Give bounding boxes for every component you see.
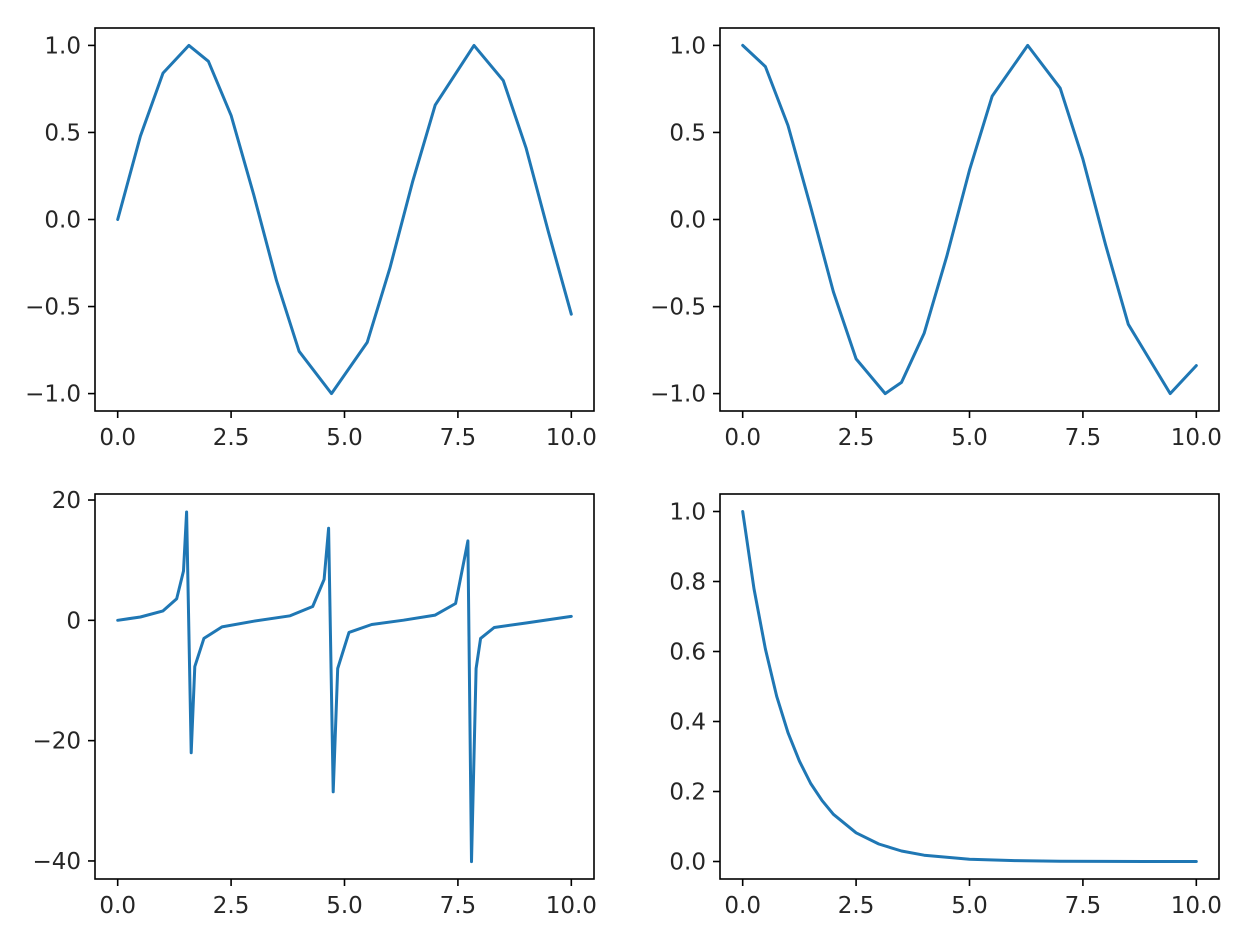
y-tick-label: 0.0 bbox=[669, 850, 706, 876]
x-tick-label: 5.0 bbox=[326, 425, 363, 451]
x-tick-label: 5.0 bbox=[951, 893, 988, 919]
y-tick-label: −1.0 bbox=[650, 382, 706, 408]
x-tick-label: 7.5 bbox=[440, 893, 477, 919]
y-tick-label: −0.5 bbox=[650, 295, 706, 321]
y-tick-label: 0.8 bbox=[669, 570, 706, 596]
y-tick-label: 0.2 bbox=[669, 780, 706, 806]
subplot-bottom-right: 0.0 2.5 5.0 7.5 10.0 0.0 0.2 0.4 0.6 0.8 1.0 bbox=[669, 493, 1222, 919]
y-tick-label: −40 bbox=[32, 849, 81, 875]
subplot-top-right: 0.0 2.5 5.0 7.5 10.0 −1.0 −0.5 0.0 0.5 1.0 bbox=[650, 27, 1222, 451]
y-tick-label: 1.0 bbox=[44, 33, 81, 59]
series-line-top-right bbox=[741, 43, 1198, 396]
y-tick-label: 1.0 bbox=[669, 33, 706, 59]
axes-frame-top-left bbox=[94, 27, 595, 412]
x-tick-label: 10.0 bbox=[1171, 425, 1222, 451]
y-tick-label: 0.0 bbox=[669, 208, 706, 234]
x-tick-label: 2.5 bbox=[838, 893, 875, 919]
axes-frame-bottom-left bbox=[94, 493, 595, 880]
y-tick-label: 1.0 bbox=[669, 500, 706, 526]
x-tick-label: 0.0 bbox=[724, 893, 761, 919]
x-tick-label: 5.0 bbox=[326, 893, 363, 919]
x-tick-label: 7.5 bbox=[1065, 425, 1102, 451]
y-tick-label: 0.5 bbox=[669, 120, 706, 146]
y-tick-label: 0.4 bbox=[669, 710, 706, 736]
x-tick-label: 2.5 bbox=[213, 425, 250, 451]
x-tick-label: 2.5 bbox=[213, 893, 250, 919]
y-tick-label: −1.0 bbox=[25, 382, 81, 408]
subplot-bottom-left: 0.0 2.5 5.0 7.5 10.0 −40 −20 0 20 bbox=[32, 488, 596, 919]
x-tick-label: 0.0 bbox=[99, 893, 136, 919]
axes-frame-bottom-right bbox=[719, 493, 1220, 880]
x-tick-label: 7.5 bbox=[440, 425, 477, 451]
y-tick-label: 0.5 bbox=[44, 120, 81, 146]
x-tick-label: 10.0 bbox=[546, 893, 597, 919]
series-line-bottom-left bbox=[116, 510, 573, 864]
y-tick-label: −20 bbox=[32, 729, 81, 755]
series-line-top-left bbox=[116, 43, 573, 396]
x-tick-label: 7.5 bbox=[1065, 893, 1102, 919]
x-tick-label: 10.0 bbox=[1171, 893, 1222, 919]
x-tick-label: 2.5 bbox=[838, 425, 875, 451]
x-tick-label: 0.0 bbox=[99, 425, 136, 451]
y-tick-label: 20 bbox=[52, 488, 81, 514]
x-tick-label: 10.0 bbox=[546, 425, 597, 451]
y-tick-label: 0.6 bbox=[669, 640, 706, 666]
series-line-bottom-right bbox=[741, 510, 1198, 863]
y-tick-label: 0 bbox=[66, 608, 81, 634]
x-tick-label: 0.0 bbox=[724, 425, 761, 451]
subplot-top-left: 0.0 2.5 5.0 7.5 10.0 −1.0 −0.5 0.0 0.5 1.0 bbox=[25, 27, 597, 451]
x-tick-label: 5.0 bbox=[951, 425, 988, 451]
y-tick-label: 0.0 bbox=[44, 208, 81, 234]
axes-frame-top-right bbox=[719, 27, 1220, 412]
y-tick-label: −0.5 bbox=[25, 295, 81, 321]
